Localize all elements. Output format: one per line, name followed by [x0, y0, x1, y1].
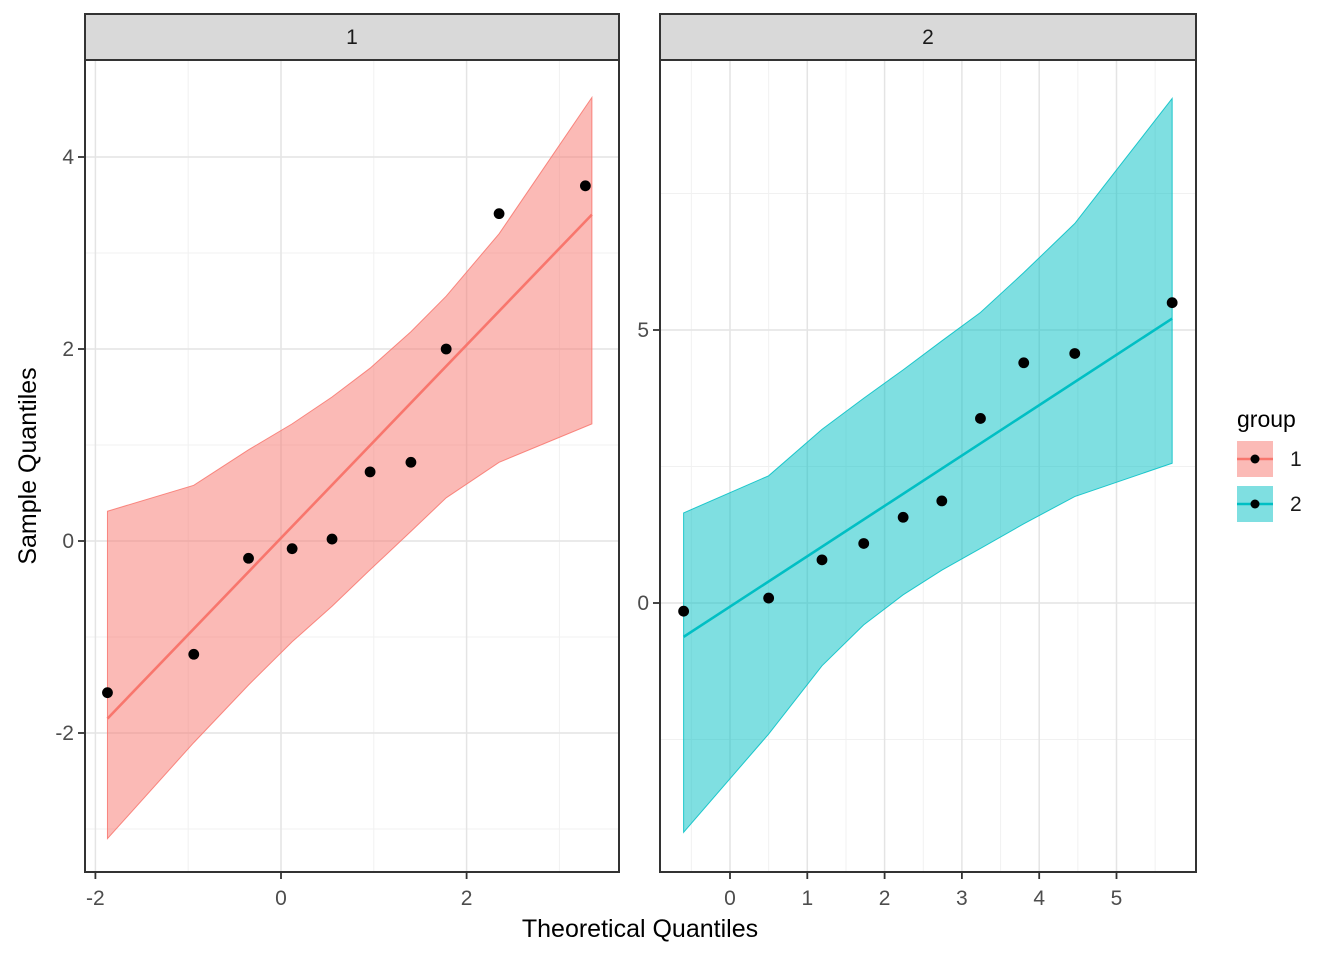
data-point [243, 552, 254, 564]
legend-point-1 [1250, 454, 1260, 464]
data-point [1018, 357, 1030, 369]
legend: group 1 2 [1237, 406, 1302, 522]
data-point [405, 456, 417, 468]
legend-label-1: 1 [1290, 448, 1302, 471]
x-tick-label: 1 [801, 887, 813, 910]
data-point [493, 208, 505, 220]
qq-line [106, 213, 593, 720]
data-point [326, 533, 338, 545]
y-tick-label: 0 [62, 530, 74, 553]
data-point [763, 592, 775, 604]
data-point [286, 543, 298, 555]
qq-line [682, 317, 1173, 638]
y-axis-title: Sample Quantiles [14, 367, 42, 564]
data-point [858, 538, 870, 549]
confidence-band [683, 97, 1173, 834]
y-tick-label: 2 [62, 338, 74, 361]
data-point [1166, 297, 1178, 309]
legend-key-2: 2 [1237, 486, 1302, 522]
facet-strip-2-box [659, 13, 1197, 61]
y-tick-label: 5 [637, 319, 649, 342]
data-point [102, 687, 113, 699]
geoms-group [678, 97, 1178, 834]
data-point [936, 495, 948, 507]
facet-strip-1-box [84, 13, 620, 61]
data-point [897, 511, 909, 523]
data-point [440, 343, 452, 355]
x-tick-label: 0 [724, 887, 736, 910]
data-point [364, 466, 376, 478]
data-point [678, 605, 690, 617]
x-axis-title: Theoretical Quantiles [522, 915, 758, 943]
facet-panel-2: 0 1 2 3 4 5 5 0 [637, 59, 1197, 910]
data-point [579, 180, 591, 192]
facet-strip-2-label: 2 [922, 26, 934, 49]
legend-title: group [1237, 406, 1296, 432]
x-tick-label: 3 [956, 887, 968, 910]
data-point [188, 648, 200, 660]
data-point [975, 413, 986, 424]
facet-strip-1: 1 [84, 13, 620, 61]
y-tick-label: -2 [55, 722, 74, 745]
y-tick-label: 0 [637, 592, 649, 615]
x-tick-label: -2 [86, 887, 105, 910]
x-tick-label: 5 [1111, 887, 1123, 910]
geoms-group [102, 95, 593, 840]
x-tick-label: 4 [1033, 887, 1045, 910]
y-tick-label: 4 [62, 146, 74, 169]
legend-point-2 [1250, 499, 1260, 509]
data-point [1069, 348, 1081, 359]
panels-layer: -2 0 2 4 2 0 -2 0 1 2 3 4 5 5 0 [55, 59, 1197, 910]
facet-strip-1-label: 1 [346, 26, 358, 49]
x-tick-label: 0 [275, 887, 287, 910]
facet-panel-1: -2 0 2 4 2 0 -2 [55, 59, 620, 910]
legend-label-2: 2 [1290, 493, 1302, 516]
facet-strip-2: 2 [659, 13, 1197, 61]
data-point [816, 554, 828, 566]
legend-key-1: 1 [1237, 441, 1302, 477]
x-tick-label: 2 [879, 887, 891, 910]
x-tick-label: 2 [461, 887, 473, 910]
